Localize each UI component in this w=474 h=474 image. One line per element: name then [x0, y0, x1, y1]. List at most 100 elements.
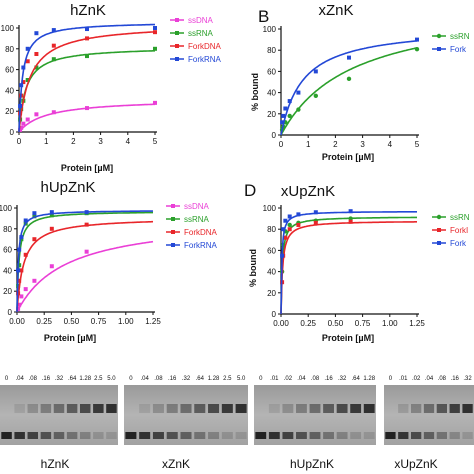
lane-label: 0 [259, 376, 263, 382]
bound-band [139, 404, 151, 413]
lane-label: .08 [154, 376, 163, 382]
free-band [235, 432, 247, 439]
lane-label: 2.5 [223, 376, 232, 382]
x-tick-label: 1.00 [382, 319, 398, 328]
free-band [309, 432, 321, 439]
bound-band [462, 404, 473, 413]
data-point [34, 65, 39, 70]
lane-label: .02 [412, 376, 421, 382]
free-band [93, 432, 104, 439]
lane-label: .04 [425, 376, 434, 382]
lane-label: 1.28 [208, 376, 220, 382]
free-band [350, 432, 362, 439]
data-point [21, 80, 26, 85]
data-point [19, 125, 24, 130]
y-tick-label: 60 [267, 67, 276, 76]
data-point [17, 278, 22, 283]
data-point [153, 30, 157, 35]
chart-title: hZnK [70, 2, 106, 19]
data-point [280, 120, 285, 125]
x-axis-label: Protein [µM] [61, 163, 113, 173]
bound-band [106, 404, 117, 413]
x-tick-label: 1.25 [145, 317, 161, 326]
free-band [125, 432, 137, 439]
lane-label: .64 [68, 376, 77, 382]
fit-curve-forki [280, 221, 417, 315]
legend-marker [171, 230, 175, 234]
fit-curve-ssrn [280, 216, 417, 315]
free-band [282, 432, 294, 439]
data-point [348, 209, 353, 214]
data-point [21, 65, 26, 70]
x-tick-label: 4 [126, 137, 131, 146]
fit-curve-forkdna [16, 220, 153, 313]
bound-band [79, 404, 91, 413]
x-tick-label: 0 [17, 137, 22, 146]
y-tick-label: 80 [5, 45, 14, 54]
bound-band [296, 404, 307, 413]
data-point [85, 54, 89, 59]
x-tick-label: 5 [415, 140, 420, 149]
fit-curve-fork [280, 40, 418, 136]
data-point [17, 247, 22, 252]
fit-curve-ssdna [16, 240, 154, 313]
data-point [23, 287, 28, 292]
data-point [153, 46, 157, 51]
lane-label: .64 [196, 376, 205, 382]
y-tick-label: 20 [5, 107, 14, 116]
gel-label: xUpZnK [394, 457, 437, 471]
data-point [84, 249, 89, 254]
free-band [194, 432, 206, 439]
bound-band [194, 404, 206, 413]
y-axis-label: % bound [248, 249, 258, 287]
legend-label: ForkRNA [184, 241, 218, 250]
data-point [84, 222, 89, 227]
data-point [19, 268, 24, 273]
x-tick-label: 0.25 [300, 319, 316, 328]
data-point [346, 76, 352, 82]
lane-label: .08 [311, 376, 320, 382]
gel-label: hUpZnK [290, 457, 334, 471]
fit-curve-ssrn [280, 47, 418, 136]
y-tick-label: 80 [3, 225, 12, 234]
x-tick-label: 2 [333, 140, 338, 149]
legend-marker [436, 33, 442, 39]
legend-marker [436, 214, 442, 220]
lane-label: .16 [168, 376, 177, 382]
data-point [313, 93, 319, 98]
bound-band [53, 404, 65, 413]
bound-band [268, 404, 280, 413]
data-point [153, 26, 157, 30]
data-point [313, 69, 318, 74]
free-band [268, 432, 280, 439]
x-tick-label: 2 [71, 137, 76, 146]
legend-label: ssRN [450, 32, 470, 41]
data-point [18, 127, 23, 132]
free-band [436, 432, 447, 439]
data-point [25, 46, 30, 51]
fit-curve-ssrna [16, 211, 153, 313]
lane-label: 0 [5, 376, 9, 382]
x-axis-label: Protein [µM] [44, 333, 96, 343]
legend-label: ssRNA [184, 215, 210, 224]
data-point [283, 218, 288, 223]
data-point [34, 31, 39, 36]
lane-label: 5.0 [237, 376, 246, 382]
data-point [348, 216, 353, 221]
lane-label: .16 [42, 376, 51, 382]
data-point [19, 237, 24, 242]
data-point [49, 210, 54, 215]
data-point [287, 222, 292, 228]
data-point [23, 218, 28, 223]
data-point [313, 220, 318, 225]
lane-label: .32 [55, 376, 64, 382]
y-tick-label: 100 [263, 25, 277, 34]
data-point [287, 113, 292, 119]
bound-band [411, 404, 422, 413]
data-point [49, 264, 54, 269]
lane-label: 0 [389, 376, 393, 382]
free-band [106, 432, 117, 439]
y-tick-label: 40 [5, 86, 14, 95]
gel-label: hZnK [41, 457, 70, 471]
x-tick-label: 0.75 [355, 319, 371, 328]
